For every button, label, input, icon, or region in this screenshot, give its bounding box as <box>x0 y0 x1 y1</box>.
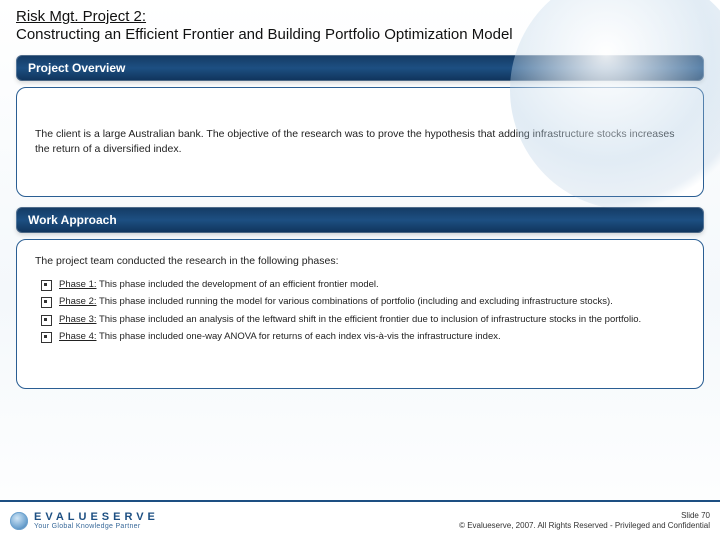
phase-list: Phase 1: This phase included the develop… <box>35 278 685 344</box>
approach-header: Work Approach <box>16 207 704 233</box>
list-item: Phase 2: This phase included running the… <box>41 295 685 309</box>
footer-right: Slide 70 © Evalueserve, 2007. All Rights… <box>459 511 710 532</box>
phase-label: Phase 4: <box>59 331 97 342</box>
overview-body: The client is a large Australian bank. T… <box>35 127 685 159</box>
phase-label: Phase 3: <box>59 314 97 325</box>
phase-label: Phase 2: <box>59 296 97 307</box>
phase-text: This phase included one-way ANOVA for re… <box>97 331 501 342</box>
phase-text: This phase included running the model fo… <box>97 296 613 307</box>
list-item: Phase 4: This phase included one-way ANO… <box>41 330 685 344</box>
phase-text: This phase included an analysis of the l… <box>97 314 642 325</box>
brand: EVALUESERVE Your Global Knowledge Partne… <box>10 512 159 530</box>
title-block: Risk Mgt. Project 2: Constructing an Eff… <box>0 0 720 49</box>
brand-text: EVALUESERVE Your Global Knowledge Partne… <box>34 512 159 530</box>
overview-header: Project Overview <box>16 55 704 81</box>
list-item: Phase 1: This phase included the develop… <box>41 278 685 292</box>
brand-tagline: Your Global Knowledge Partner <box>34 523 159 530</box>
brand-logo-icon <box>10 512 28 530</box>
slide: Risk Mgt. Project 2: Constructing an Eff… <box>0 0 720 540</box>
phase-label: Phase 1: <box>59 279 97 290</box>
footer: EVALUESERVE Your Global Knowledge Partne… <box>0 500 720 540</box>
title-kicker: Risk Mgt. Project 2: <box>16 8 704 25</box>
phase-text: This phase included the development of a… <box>97 279 379 290</box>
overview-panel: The client is a large Australian bank. T… <box>16 87 704 197</box>
approach-panel: The project team conducted the research … <box>16 239 704 389</box>
brand-name: EVALUESERVE <box>34 512 159 523</box>
slide-number: Slide 70 <box>459 511 710 521</box>
title-main: Constructing an Efficient Frontier and B… <box>16 25 704 45</box>
list-item: Phase 3: This phase included an analysis… <box>41 313 685 327</box>
copyright: © Evalueserve, 2007. All Rights Reserved… <box>459 521 710 531</box>
approach-intro: The project team conducted the research … <box>35 254 685 270</box>
